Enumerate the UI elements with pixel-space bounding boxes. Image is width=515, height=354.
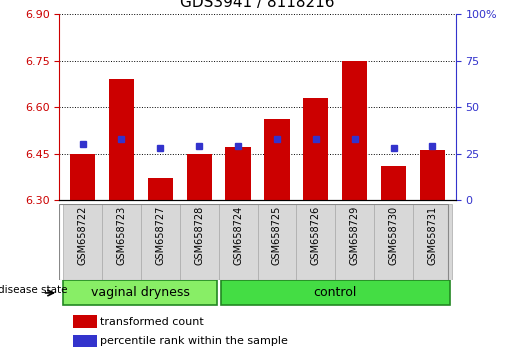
Bar — [220, 280, 450, 305]
Text: vaginal dryness: vaginal dryness — [92, 286, 191, 299]
Text: GSM658724: GSM658724 — [233, 206, 243, 265]
Bar — [342, 61, 367, 200]
Text: GSM658731: GSM658731 — [427, 206, 437, 265]
Bar — [63, 204, 102, 280]
Bar — [186, 154, 212, 200]
Text: percentile rank within the sample: percentile rank within the sample — [100, 336, 288, 346]
Bar — [70, 154, 95, 200]
Bar — [226, 147, 251, 200]
Bar — [180, 204, 219, 280]
Text: GSM658726: GSM658726 — [311, 206, 321, 265]
Bar — [420, 150, 445, 200]
Bar — [335, 204, 374, 280]
Text: GSM658729: GSM658729 — [350, 206, 359, 265]
Text: control: control — [314, 286, 357, 299]
Bar — [258, 204, 296, 280]
Text: GSM658727: GSM658727 — [156, 206, 165, 265]
Bar — [141, 204, 180, 280]
Text: disease state: disease state — [0, 285, 67, 295]
Bar — [73, 335, 97, 347]
Text: GSM658728: GSM658728 — [194, 206, 204, 265]
Text: transformed count: transformed count — [100, 316, 204, 327]
Bar — [264, 120, 289, 200]
Bar — [109, 79, 134, 200]
Text: GSM658730: GSM658730 — [389, 206, 399, 265]
Bar — [73, 315, 97, 328]
Text: GSM658725: GSM658725 — [272, 206, 282, 265]
Bar — [296, 204, 335, 280]
Bar — [63, 280, 217, 305]
Text: GSM658723: GSM658723 — [116, 206, 126, 265]
Bar — [381, 166, 406, 200]
Title: GDS3941 / 8118216: GDS3941 / 8118216 — [180, 0, 335, 10]
Text: GSM658722: GSM658722 — [78, 206, 88, 265]
Bar — [303, 98, 329, 200]
Bar — [219, 204, 258, 280]
Bar — [413, 204, 452, 280]
Bar — [148, 178, 173, 200]
Bar — [374, 204, 413, 280]
Bar — [102, 204, 141, 280]
